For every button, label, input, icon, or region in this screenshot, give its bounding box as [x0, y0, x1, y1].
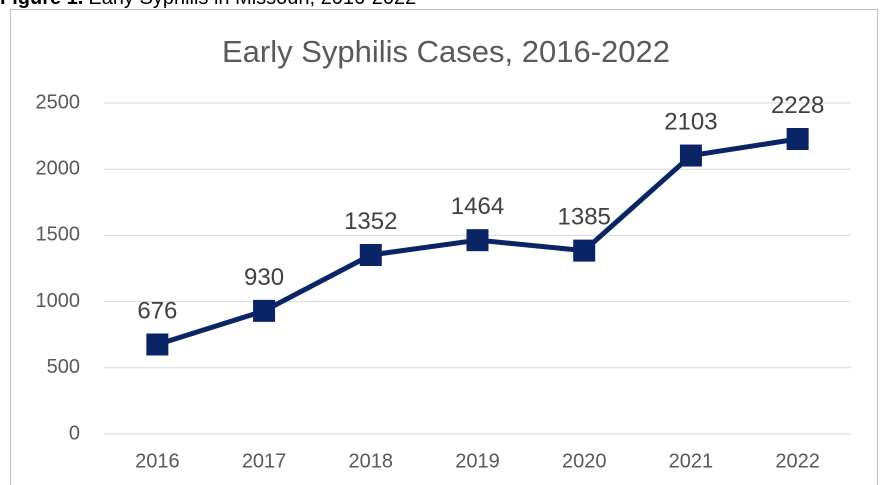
marker — [146, 333, 169, 356]
data-label: 1352 — [344, 208, 397, 235]
data-label: 1464 — [451, 193, 504, 220]
y-tick-label: 500 — [47, 356, 80, 378]
marker — [679, 144, 702, 167]
y-tick-label: 1000 — [36, 290, 81, 312]
marker — [786, 128, 809, 151]
y-tick-label: 2000 — [36, 157, 81, 179]
x-tick-label: 2021 — [669, 450, 714, 472]
y-tick-label: 1500 — [36, 224, 81, 246]
marker — [573, 239, 596, 262]
x-tick-label: 2020 — [562, 450, 607, 472]
figure-text: Early Syphilis in Missouri, 2016-2022 — [88, 0, 416, 9]
x-tick-label: 2022 — [775, 450, 820, 472]
y-tick-label: 0 — [69, 422, 80, 444]
data-label: 1385 — [558, 204, 611, 231]
marker — [359, 243, 382, 266]
data-label: 2228 — [771, 92, 824, 119]
x-tick-label: 2017 — [242, 450, 287, 472]
data-label: 930 — [244, 264, 284, 291]
x-tick-label: 2016 — [135, 450, 180, 472]
chart-title: Early Syphilis Cases, 2016-2022 — [222, 34, 670, 69]
data-label: 676 — [137, 297, 177, 324]
marker — [253, 299, 276, 322]
figure-label: Figure 1. — [0, 0, 83, 9]
x-tick-label: 2018 — [349, 450, 394, 472]
chart-border — [10, 9, 878, 485]
marker — [466, 229, 489, 252]
y-tick-label: 2500 — [36, 91, 81, 113]
data-label: 2103 — [664, 109, 717, 136]
figure-caption: Figure 1. Early Syphilis in Missouri, 201… — [0, 0, 416, 9]
x-tick-label: 2019 — [455, 450, 500, 472]
